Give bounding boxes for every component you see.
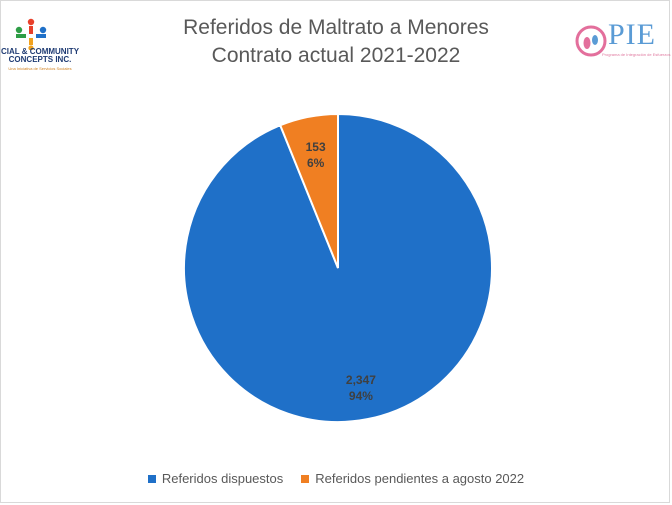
- company-logo: CIAL & COMMUNITY CONCEPTS INC. Una Inici…: [0, 14, 80, 84]
- pie-logo-tagline: Programa de Integración de Esfuerzos: [602, 52, 671, 57]
- footprint-logo-icon: [575, 25, 607, 57]
- legend-label-pendientes: Referidos pendientes a agosto 2022: [315, 471, 525, 486]
- pie-logo: PIE Programa de Integración de Esfuerzos: [572, 18, 672, 62]
- data-label-value-dispuestos: 2,347: [346, 373, 376, 387]
- chart-title: Referidos de Maltrato a Menores Contrato…: [0, 14, 672, 70]
- data-label-value-pendientes: 153: [306, 140, 326, 154]
- people-logo-icon: [15, 18, 47, 50]
- data-label-percent-dispuestos: 94%: [349, 389, 373, 403]
- company-logo-tagline: Una Iniciativa de Servicios Sociales: [8, 66, 72, 71]
- company-logo-text: CIAL & COMMUNITY CONCEPTS INC.: [0, 47, 80, 64]
- legend-label-dispuestos: Referidos dispuestos: [161, 471, 284, 486]
- legend-swatch-pendientes: [301, 474, 310, 483]
- pie-logo-text: PIE: [608, 18, 656, 51]
- data-label-percent-pendientes: 6%: [307, 156, 325, 170]
- legend-item-dispuestos: Referidos dispuestos: [147, 471, 284, 486]
- legend-item-pendientes: Referidos pendientes a agosto 2022: [301, 471, 524, 486]
- chart-title-line-2: Contrato actual 2021-2022: [211, 44, 461, 67]
- pie-slice-pendientes: [278, 112, 339, 269]
- chart-legend: Referidos dispuestos Referidos pendiente…: [0, 471, 672, 486]
- legend-swatch-dispuestos: [147, 474, 156, 483]
- chart-title-line-1: Referidos de Maltrato a Menores: [183, 16, 489, 39]
